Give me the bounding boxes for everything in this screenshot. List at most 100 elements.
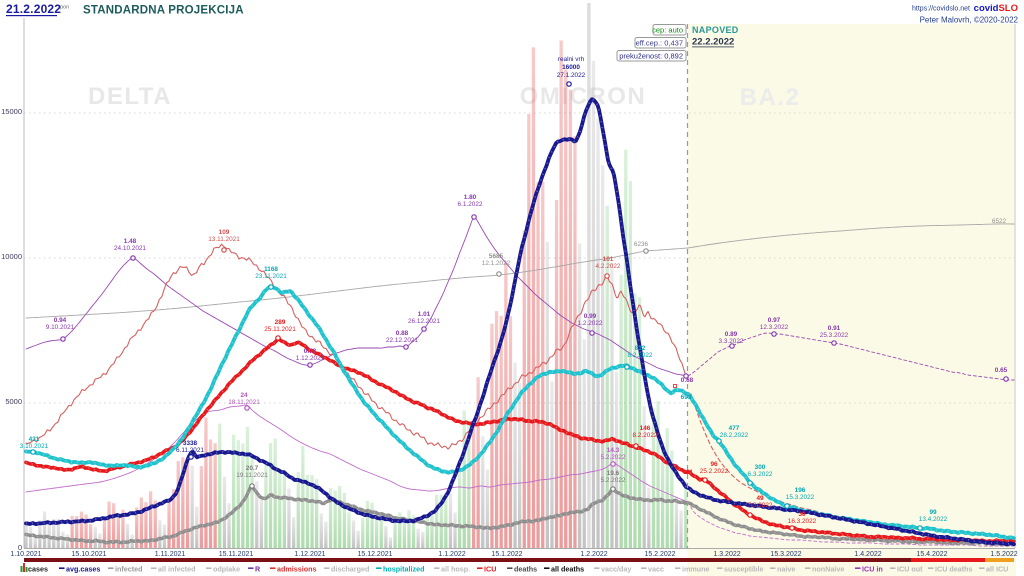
- svg-text:0.89: 0.89: [725, 331, 738, 338]
- svg-text:99: 99: [929, 509, 937, 516]
- svg-text:0.99: 0.99: [584, 313, 597, 320]
- svg-text:9.10.2021: 9.10.2021: [46, 324, 75, 331]
- svg-text:146: 146: [640, 425, 651, 432]
- svg-text:vacc: vacc: [648, 565, 664, 574]
- svg-text:18.11.2021: 18.11.2021: [228, 399, 260, 406]
- svg-text:0.97: 0.97: [768, 317, 781, 324]
- svg-text:admissions: admissions: [277, 565, 317, 574]
- svg-text:1.2.2022: 1.2.2022: [580, 551, 607, 558]
- svg-text:196: 196: [795, 487, 806, 494]
- svg-text:20.7: 20.7: [246, 465, 259, 472]
- svg-text:1.80: 1.80: [464, 194, 477, 201]
- svg-text:cases: cases: [28, 565, 48, 574]
- svg-text:5000: 5000: [5, 397, 22, 406]
- svg-text:8.2.2022: 8.2.2022: [633, 432, 658, 439]
- svg-text:15.2.2022: 15.2.2022: [644, 551, 675, 558]
- svg-text:6522: 6522: [992, 218, 1007, 225]
- svg-text:1.48: 1.48: [124, 238, 137, 245]
- svg-text:1.11.2021: 1.11.2021: [155, 551, 186, 558]
- svg-text:109: 109: [219, 229, 230, 236]
- svg-text:1.5.2022: 1.5.2022: [990, 551, 1017, 558]
- svg-text:24: 24: [240, 392, 248, 399]
- svg-text:5.2.2022: 5.2.2022: [601, 477, 626, 484]
- svg-text:https://covidslo.net: https://covidslo.net: [912, 6, 970, 13]
- svg-text:all infected: all infected: [158, 565, 196, 574]
- svg-text:289: 289: [275, 319, 286, 326]
- svg-text:19.11.2021: 19.11.2021: [236, 472, 268, 479]
- svg-text:STANDARDNA PROJEKCIJA: STANDARDNA PROJEKCIJA: [83, 5, 244, 17]
- svg-text:25.2.2022: 25.2.2022: [700, 468, 729, 475]
- svg-text:24.10.2021: 24.10.2021: [114, 245, 146, 252]
- svg-text:3.3.2022: 3.3.2022: [719, 338, 744, 345]
- svg-text:0.91: 0.91: [828, 325, 841, 332]
- svg-text:15.12.2021: 15.12.2021: [357, 551, 392, 558]
- svg-text:susceptible: susceptible: [724, 565, 764, 574]
- svg-text:1.1.2022: 1.1.2022: [438, 551, 465, 558]
- svg-text:1.4.2022: 1.4.2022: [854, 551, 881, 558]
- svg-text:all ICU: all ICU: [986, 565, 1008, 574]
- svg-text:1168: 1168: [264, 266, 278, 273]
- svg-text:discharged: discharged: [331, 565, 369, 574]
- svg-text:111: 111: [683, 469, 693, 476]
- svg-text:25.3.2022: 25.3.2022: [820, 332, 849, 339]
- svg-text:OMICRON: OMICRON: [520, 83, 647, 110]
- svg-text:6.1.2022: 6.1.2022: [458, 201, 483, 208]
- svg-text:realni vrh: realni vrh: [558, 56, 585, 63]
- svg-text:27.1.2022: 27.1.2022: [557, 72, 586, 79]
- svg-text:13.11.2021: 13.11.2021: [208, 236, 240, 243]
- svg-text:0: 0: [18, 543, 22, 552]
- svg-text:6.3.2022: 6.3.2022: [748, 471, 773, 478]
- svg-text:0.88: 0.88: [396, 330, 409, 337]
- svg-text:1.12.2021: 1.12.2021: [294, 551, 325, 558]
- svg-text:1.10.2021: 1.10.2021: [10, 551, 41, 558]
- svg-text:pon: pon: [60, 5, 69, 11]
- svg-text:13.4.2022: 13.4.2022: [919, 516, 948, 523]
- svg-text:22.2.2022: 22.2.2022: [692, 37, 734, 48]
- svg-text:avg.cases: avg.cases: [66, 565, 100, 574]
- svg-text:0.94: 0.94: [54, 317, 67, 324]
- svg-text:all hosp.: all hosp.: [441, 565, 470, 574]
- svg-text:30: 30: [798, 511, 806, 518]
- svg-text:1.01: 1.01: [418, 311, 431, 318]
- svg-text:8.2.2022: 8.2.2022: [628, 352, 653, 359]
- svg-text:odplake: odplake: [213, 565, 240, 574]
- svg-text:5685: 5685: [489, 253, 504, 260]
- svg-text:eff.cep.: 0,437: eff.cep.: 0,437: [636, 39, 683, 48]
- svg-text:0.68: 0.68: [681, 377, 694, 384]
- svg-text:3.10.2021: 3.10.2021: [20, 443, 49, 450]
- svg-text:naive: naive: [777, 565, 795, 574]
- svg-text:6.11.2021: 6.11.2021: [176, 447, 204, 454]
- svg-text:DELTA: DELTA: [88, 83, 172, 110]
- svg-text:15.3.2022: 15.3.2022: [786, 494, 815, 501]
- svg-text:477: 477: [729, 425, 740, 432]
- svg-text:16.3.2022: 16.3.2022: [788, 518, 817, 525]
- svg-text:immune: immune: [682, 565, 710, 574]
- svg-text:12.1.2022: 12.1.2022: [482, 260, 511, 267]
- svg-text:12.3.2022: 12.3.2022: [760, 324, 789, 331]
- svg-text:all deaths: all deaths: [551, 565, 584, 574]
- svg-text:ICU in: ICU in: [862, 565, 883, 574]
- svg-text:NAPOVED: NAPOVED: [692, 25, 739, 35]
- svg-text:covidSLO: covidSLO: [974, 3, 1018, 14]
- svg-text:15.3.2022: 15.3.2022: [770, 551, 801, 558]
- svg-text:28.2.2022: 28.2.2022: [720, 432, 749, 439]
- svg-text:BA.2: BA.2: [740, 84, 801, 111]
- svg-text:4.2.2022: 4.2.2022: [596, 263, 621, 270]
- svg-text:21.2.2022: 21.2.2022: [6, 2, 61, 16]
- svg-text:10000: 10000: [1, 252, 22, 261]
- svg-text:0.73: 0.73: [304, 348, 317, 355]
- svg-text:ICU deaths: ICU deaths: [935, 565, 973, 574]
- svg-text:hospitalized: hospitalized: [383, 565, 425, 574]
- svg-text:7.3.2022: 7.3.2022: [748, 502, 773, 509]
- svg-text:cep: auto: cep: auto: [652, 26, 683, 35]
- svg-text:Peter Malovrh, ©2020-2022: Peter Malovrh, ©2020-2022: [920, 16, 1019, 25]
- svg-text:15000: 15000: [1, 107, 22, 116]
- svg-text:1.12.2021: 1.12.2021: [296, 355, 325, 362]
- svg-text:15.1.2022: 15.1.2022: [491, 551, 522, 558]
- svg-text:16000: 16000: [562, 64, 580, 71]
- svg-text:0.65: 0.65: [995, 367, 1008, 374]
- svg-text:23.11.2021: 23.11.2021: [255, 273, 287, 280]
- svg-text:14.3: 14.3: [607, 447, 620, 454]
- svg-text:96: 96: [710, 461, 718, 468]
- svg-text:101: 101: [603, 256, 614, 263]
